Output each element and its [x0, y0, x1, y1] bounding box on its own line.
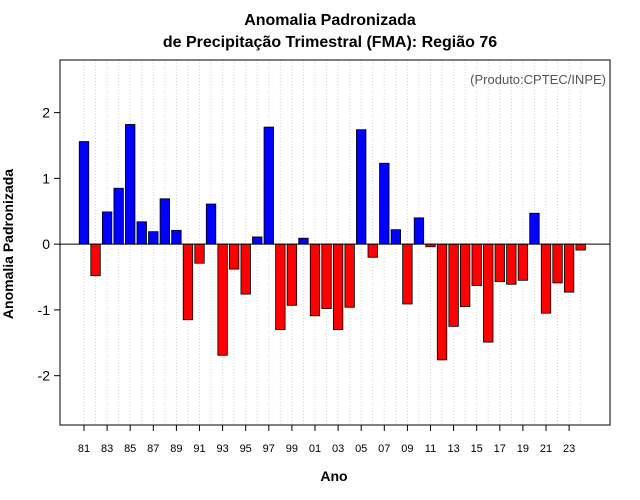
bar-91 [194, 243, 205, 264]
bar-93 [217, 243, 228, 356]
bar-94 [228, 243, 240, 270]
bar-10 [413, 217, 425, 245]
bar-85 [125, 124, 136, 245]
x-tick-label: 93 [216, 443, 228, 455]
bar-12 [436, 243, 448, 361]
x-tick-label: 07 [378, 443, 390, 455]
x-tick-label: 05 [355, 443, 367, 455]
x-tick-label: 01 [309, 443, 321, 455]
plot-frame [59, 59, 611, 426]
bar-24 [575, 243, 586, 251]
x-tick-label: 89 [170, 443, 182, 455]
bar-03 [332, 243, 344, 331]
bar-96 [252, 236, 263, 245]
bar-19 [517, 243, 529, 281]
bar-16 [483, 243, 494, 343]
bar-84 [113, 187, 124, 245]
bar-09 [402, 243, 413, 305]
y-tick-label: -2 [38, 368, 51, 384]
x-tick-label: 87 [147, 443, 159, 455]
bar-08 [390, 229, 402, 245]
x-tick-label: 17 [494, 443, 506, 455]
x-tick-label: 03 [332, 443, 344, 455]
x-tick-label: 21 [540, 443, 552, 455]
bar-21 [540, 243, 552, 314]
bar-88 [159, 198, 171, 245]
bar-82 [90, 243, 101, 277]
y-axis-title: Anomalia Padronizada [0, 169, 16, 319]
bar-89 [171, 229, 182, 245]
bar-14 [459, 243, 471, 308]
x-tick-label: 91 [193, 443, 205, 455]
chart-title-line-2: de Precipitação Trimestral (FMA): Região… [163, 34, 497, 51]
bar-01 [309, 243, 321, 317]
x-tick-label: 97 [263, 443, 275, 455]
x-axis-title: Ano [320, 468, 347, 484]
x-tick-label: 83 [101, 443, 113, 455]
bar-13 [448, 243, 459, 327]
bar-17 [494, 243, 505, 283]
x-tick-label: 23 [563, 443, 575, 455]
bar-20 [529, 212, 540, 245]
x-tick-label: 19 [517, 443, 529, 455]
bar-07 [379, 162, 390, 245]
y-tick-label: 0 [42, 236, 50, 252]
bar-23 [563, 243, 575, 293]
bar-15 [471, 243, 482, 286]
y-tick-label: 1 [42, 170, 50, 186]
grid-layer [83, 60, 582, 425]
x-tick-label: 09 [401, 443, 413, 455]
x-tick-label: 81 [78, 443, 90, 455]
bar-00 [298, 237, 309, 245]
y-tick-label: -1 [38, 302, 51, 318]
bar-22 [552, 243, 563, 284]
x-tick-label: 11 [425, 443, 436, 455]
bar-99 [286, 243, 298, 306]
bar-90 [182, 243, 194, 321]
x-tick-label: 95 [240, 443, 252, 455]
bar-83 [101, 211, 113, 245]
bar-05 [356, 129, 367, 245]
bar-95 [240, 243, 251, 295]
x-tick-label: 99 [286, 443, 298, 455]
bar-81 [78, 141, 90, 245]
bar-97 [263, 126, 274, 245]
bar-18 [506, 243, 517, 285]
y-axis: -2 -1 0 1 2 [38, 105, 60, 384]
chart-title-line-1: Anomalia Padronizada [244, 12, 416, 29]
bar-04 [344, 243, 355, 308]
x-axis: 81 83 85 87 89 91 93 95 97 99 01 03 05 07 09 11 13 15 17 19… [78, 425, 575, 455]
bar-98 [275, 243, 286, 331]
x-tick-label: 13 [447, 443, 459, 455]
bar-06 [367, 243, 378, 258]
x-tick-label: 85 [124, 443, 136, 455]
bar-87 [148, 231, 159, 245]
bar-86 [136, 221, 147, 245]
bar-92 [205, 203, 217, 245]
x-tick-label: 15 [471, 443, 483, 455]
bar-layer [78, 124, 586, 361]
y-tick-label: 2 [42, 105, 50, 121]
source-annotation: (Produto:CPTEC/INPE) [470, 72, 606, 87]
bar-02 [321, 243, 332, 309]
